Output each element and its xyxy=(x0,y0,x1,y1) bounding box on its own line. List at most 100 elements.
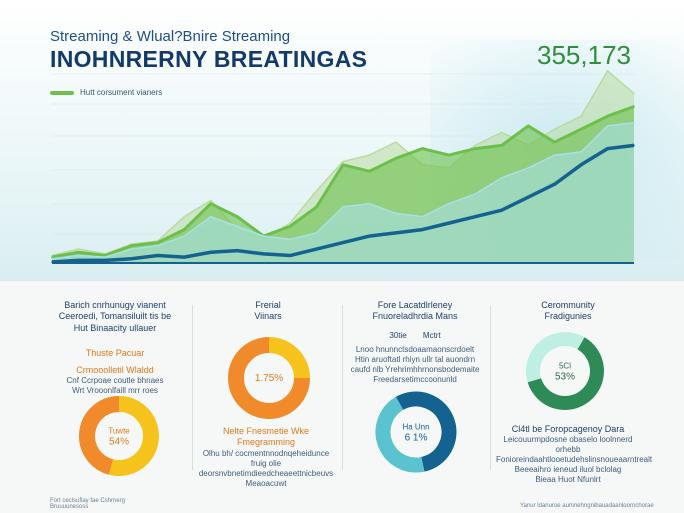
area-chart xyxy=(51,70,636,264)
panel-community-notes: Cl4tl be Foropcagenoy Dara Leicouurmpdos… xyxy=(496,424,653,484)
panel-note: Olhu bh/ cocmentnnodnqeheidunce fruig ol… xyxy=(202,448,330,468)
series-point-4 xyxy=(368,235,371,237)
panel-head-row: 30tie Mctrt xyxy=(350,331,480,341)
chart-legend: Hutt corsument vianers xyxy=(50,88,162,97)
series-point-1 xyxy=(342,164,344,166)
panel-highlight: Thuste Pacuar xyxy=(85,347,145,358)
series-point-2 xyxy=(368,154,371,156)
series-point-1 xyxy=(130,245,133,247)
panel-highlight: Crmooolletil Wlaldd xyxy=(76,365,154,375)
series-point-2 xyxy=(209,199,212,202)
panel-locations: Fore Lacatdlrleney Fnuoreladhrdia Mans 3… xyxy=(350,300,480,500)
footer-line: Fort ceclsuflay fae Cshrnerg xyxy=(50,498,126,504)
series-point-3 xyxy=(500,176,503,179)
series-point-4 xyxy=(474,215,477,218)
panel-note: Leicouurmpdosne obaselo loolnnerd orhebb xyxy=(503,435,633,455)
hero-banner: Streaming & Wlual?Bnire Streaming INOHNR… xyxy=(0,0,684,280)
series-point-2 xyxy=(606,70,609,72)
series-point-3 xyxy=(315,232,318,234)
series-point-1 xyxy=(474,147,477,150)
series-point-1 xyxy=(183,228,186,231)
series-point-2 xyxy=(553,128,556,130)
panel-note: Bieaa Huot Nfunlrt xyxy=(535,475,601,485)
panel-title-line: Fnuoreladhrdia Mans xyxy=(372,311,458,322)
series-point-1 xyxy=(104,254,106,257)
series-point-3 xyxy=(209,215,212,218)
series-point-3 xyxy=(77,254,80,257)
series-point-1 xyxy=(315,206,318,208)
panel-title-line: Viinars xyxy=(254,311,282,322)
series-point-4 xyxy=(130,257,133,260)
series-point-4 xyxy=(236,249,238,252)
series-point-4 xyxy=(448,222,450,224)
series-point-4 xyxy=(633,144,635,147)
series-point-1 xyxy=(448,154,450,156)
series-point-4 xyxy=(527,196,529,198)
series-point-3 xyxy=(236,225,238,228)
series-point-3 xyxy=(474,193,477,195)
panel-note: Cnf Ccrpoae coutle bhnaes xyxy=(66,376,164,386)
series-point-4 xyxy=(289,254,291,257)
series-point-2 xyxy=(633,92,635,95)
series-point-1 xyxy=(51,256,53,258)
series-point-2 xyxy=(342,160,344,163)
series-point-1 xyxy=(421,147,424,150)
series-point-1 xyxy=(157,241,159,244)
series-point-3 xyxy=(368,202,371,205)
series-point-4 xyxy=(315,248,318,250)
panel-viewers: Frerial Viinars xyxy=(200,300,336,500)
series-point-2 xyxy=(500,131,503,134)
panel-community: Cerommunity Fradigunies xyxy=(498,300,638,500)
panel-note: Fonioreindaahtlooetudehslinsnoueaarntrea… xyxy=(496,455,653,465)
series-point-4 xyxy=(395,232,397,234)
panel-note: deorsnvbnetimdieedcheaeettnicbeuvs Meaoa… xyxy=(198,468,334,488)
series-point-3 xyxy=(342,206,344,208)
series-point-1 xyxy=(553,141,556,143)
panel-title-line: Fore Lacatdlrleney xyxy=(377,300,453,310)
panel-title-line: Hut Binaacity ullauer xyxy=(73,322,157,333)
panel-title-line: Frerial xyxy=(255,300,281,310)
series-point-4 xyxy=(183,256,186,258)
series-point-2 xyxy=(315,189,318,192)
series-point-2 xyxy=(183,215,186,218)
series-point-3 xyxy=(421,215,424,218)
series-point-1 xyxy=(368,170,371,173)
section-divider xyxy=(0,280,684,281)
panel-title-line: Barich cnrhunugy vianent xyxy=(64,300,166,310)
panel-note: Htin aruoftatl rhiyn ullr tal auondrn xyxy=(354,354,476,364)
series-point-3 xyxy=(51,257,53,260)
series-point-2 xyxy=(289,222,291,224)
series-point-1 xyxy=(500,144,503,147)
chart-subtitle: Streaming & Wlual?Bnire Streaming xyxy=(50,28,291,45)
legend-label: Hutt corsument vianers xyxy=(80,88,163,97)
panel-title-line: Fradigunies xyxy=(544,311,592,322)
legend-swatch xyxy=(50,90,74,95)
series-point-1 xyxy=(209,202,212,205)
series-point-3 xyxy=(183,235,186,237)
series-point-4 xyxy=(209,251,212,254)
panel-separator xyxy=(490,305,491,470)
series-point-3 xyxy=(104,256,106,258)
panel-head-label: Mctrt xyxy=(422,330,441,340)
series-point-4 xyxy=(77,259,80,262)
series-point-4 xyxy=(500,209,503,211)
series-point-1 xyxy=(77,251,80,254)
total-viewers-number: 355,173 xyxy=(537,40,631,70)
series-point-4 xyxy=(580,164,582,166)
series-point-1 xyxy=(633,105,635,108)
panel-separator xyxy=(192,305,193,470)
series-point-4 xyxy=(262,253,265,255)
series-point-1 xyxy=(580,128,582,130)
series-point-2 xyxy=(474,144,477,147)
panel-note: Lnoo hnunnctsdoaamaonscrdoelt xyxy=(355,344,475,354)
series-point-3 xyxy=(448,202,450,205)
series-point-2 xyxy=(77,248,80,250)
series-point-4 xyxy=(421,228,424,231)
panel-viewers-notes: Nelte Fnesmetie Wke Fmegramming Olhu bh/… xyxy=(196,426,336,488)
series-point-4 xyxy=(104,259,106,262)
series-point-4 xyxy=(51,261,53,263)
footer-left: Fort ceclsuflay fae Cshrnerg Bruuuunesos… xyxy=(50,498,125,510)
series-point-4 xyxy=(606,147,609,150)
panel-audience: Barich cnrhunugy vianent Ceeroedi, Toman… xyxy=(40,300,190,500)
series-point-2 xyxy=(395,141,397,143)
